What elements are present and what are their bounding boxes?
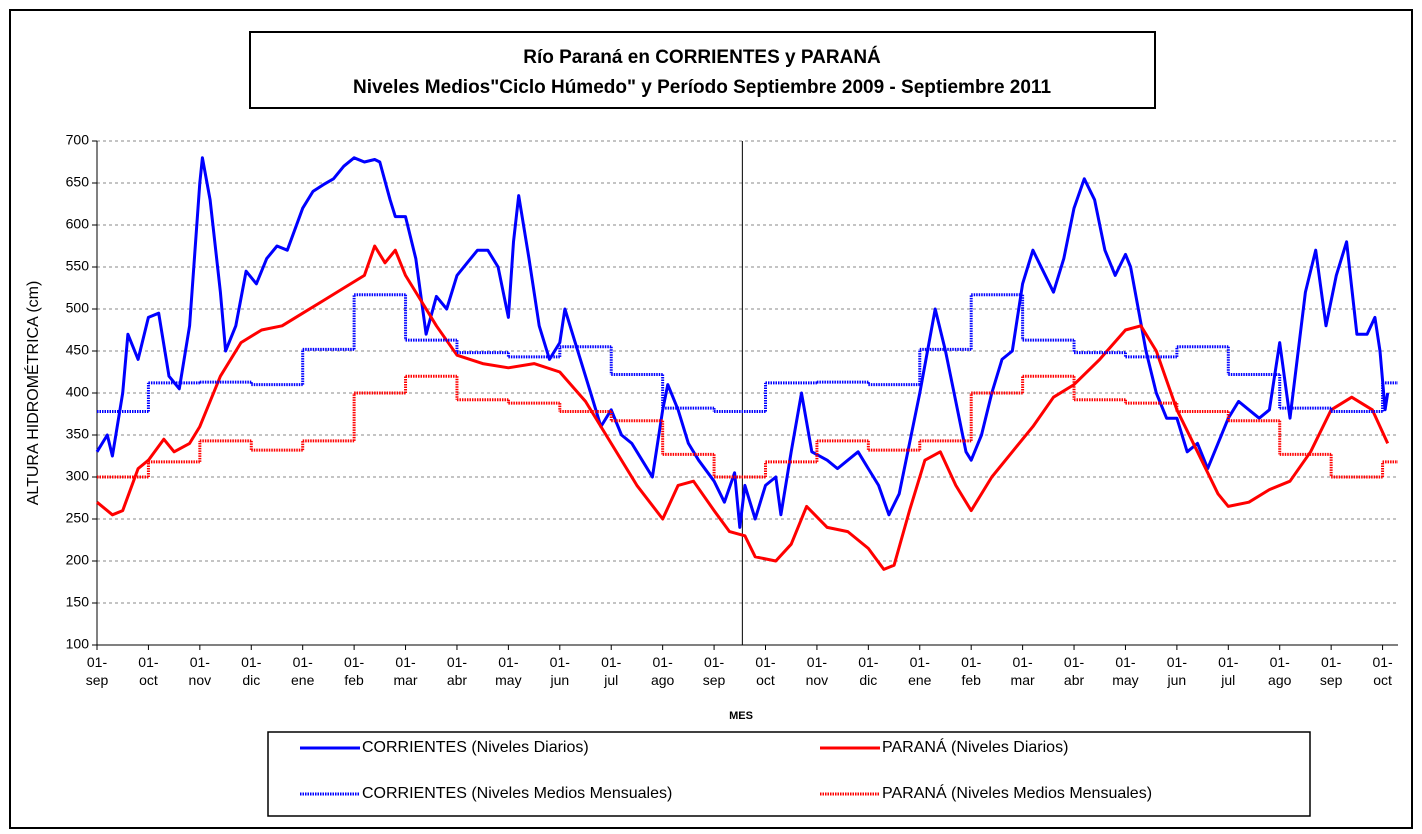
x-tick-label: 01- ago — [650, 654, 675, 688]
legend-label: CORRIENTES (Niveles Medios Mensuales) — [362, 785, 672, 802]
x-tick-label: 01- nov — [805, 654, 829, 688]
y-tick-label: 250 — [66, 510, 90, 526]
x-axis-label: MES — [729, 710, 753, 722]
legend-box — [267, 731, 1311, 817]
legend-label: PARANÁ (Niveles Medios Mensuales) — [882, 783, 1152, 802]
x-tick-label: 01- jun — [549, 654, 570, 688]
x-tick-label: 01- sep — [1319, 654, 1343, 688]
series-line — [95, 156, 1390, 529]
x-tick-label: 01- mar — [1010, 654, 1035, 688]
x-tick-label: 01- dic — [858, 654, 879, 688]
y-tick-label: 350 — [66, 426, 90, 442]
x-tick-label: 01- mar — [393, 654, 418, 688]
title-box — [249, 31, 1156, 109]
x-tick-label: 01- oct — [1372, 654, 1393, 688]
x-tick-label: 01- feb — [343, 654, 365, 688]
outer-frame — [9, 9, 1413, 829]
y-axis-label: ALTURA HIDROMÉTRICA (cm) — [23, 281, 42, 506]
y-tick-label: 100 — [66, 636, 90, 652]
x-tick-label: 01- abr — [446, 654, 468, 688]
x-tick-label: 01- ago — [1268, 654, 1292, 688]
y-tick-label: 650 — [66, 174, 90, 190]
legend-label: CORRIENTES (Niveles Diarios) — [362, 739, 589, 756]
y-tick-label: 450 — [66, 342, 90, 358]
y-tick-label: 600 — [66, 216, 90, 232]
x-tick-label: 01- dic — [241, 654, 262, 688]
legend-label: PARANÁ (Niveles Diarios) — [882, 737, 1068, 756]
series-line — [96, 244, 1390, 571]
y-tick-label: 400 — [66, 384, 90, 400]
y-tick-label: 700 — [66, 132, 90, 148]
x-tick-label: 01- jul — [601, 654, 622, 688]
x-tick-label: 01- may — [1112, 654, 1139, 688]
x-tick-label: 01- abr — [1063, 654, 1085, 688]
chart-title: Río Paraná en CORRIENTES y PARANÁ — [523, 46, 881, 68]
x-tick-label: 01- oct — [138, 654, 159, 688]
y-tick-label: 300 — [66, 468, 90, 484]
x-tick-label: 01- feb — [961, 654, 982, 688]
x-tick-label: 01- sep — [702, 654, 726, 688]
y-tick-label: 500 — [66, 300, 90, 316]
x-tick-label: 01- jun — [1166, 654, 1187, 688]
y-tick-label: 550 — [66, 258, 90, 274]
chart-subtitle: Niveles Medios"Ciclo Húmedo" y Período S… — [353, 77, 1051, 98]
y-tick-label: 150 — [66, 594, 90, 610]
x-tick-label: 01- ene — [908, 654, 932, 688]
x-tick-label: 01- ene — [291, 654, 315, 688]
x-tick-label: 01- jul — [1218, 654, 1239, 688]
x-tick-label: 01- oct — [755, 654, 776, 688]
x-tick-label: 01- sep — [85, 654, 109, 688]
x-tick-label: 01- nov — [188, 654, 212, 688]
y-tick-label: 200 — [66, 552, 90, 568]
x-tick-label: 01- may — [495, 654, 522, 688]
